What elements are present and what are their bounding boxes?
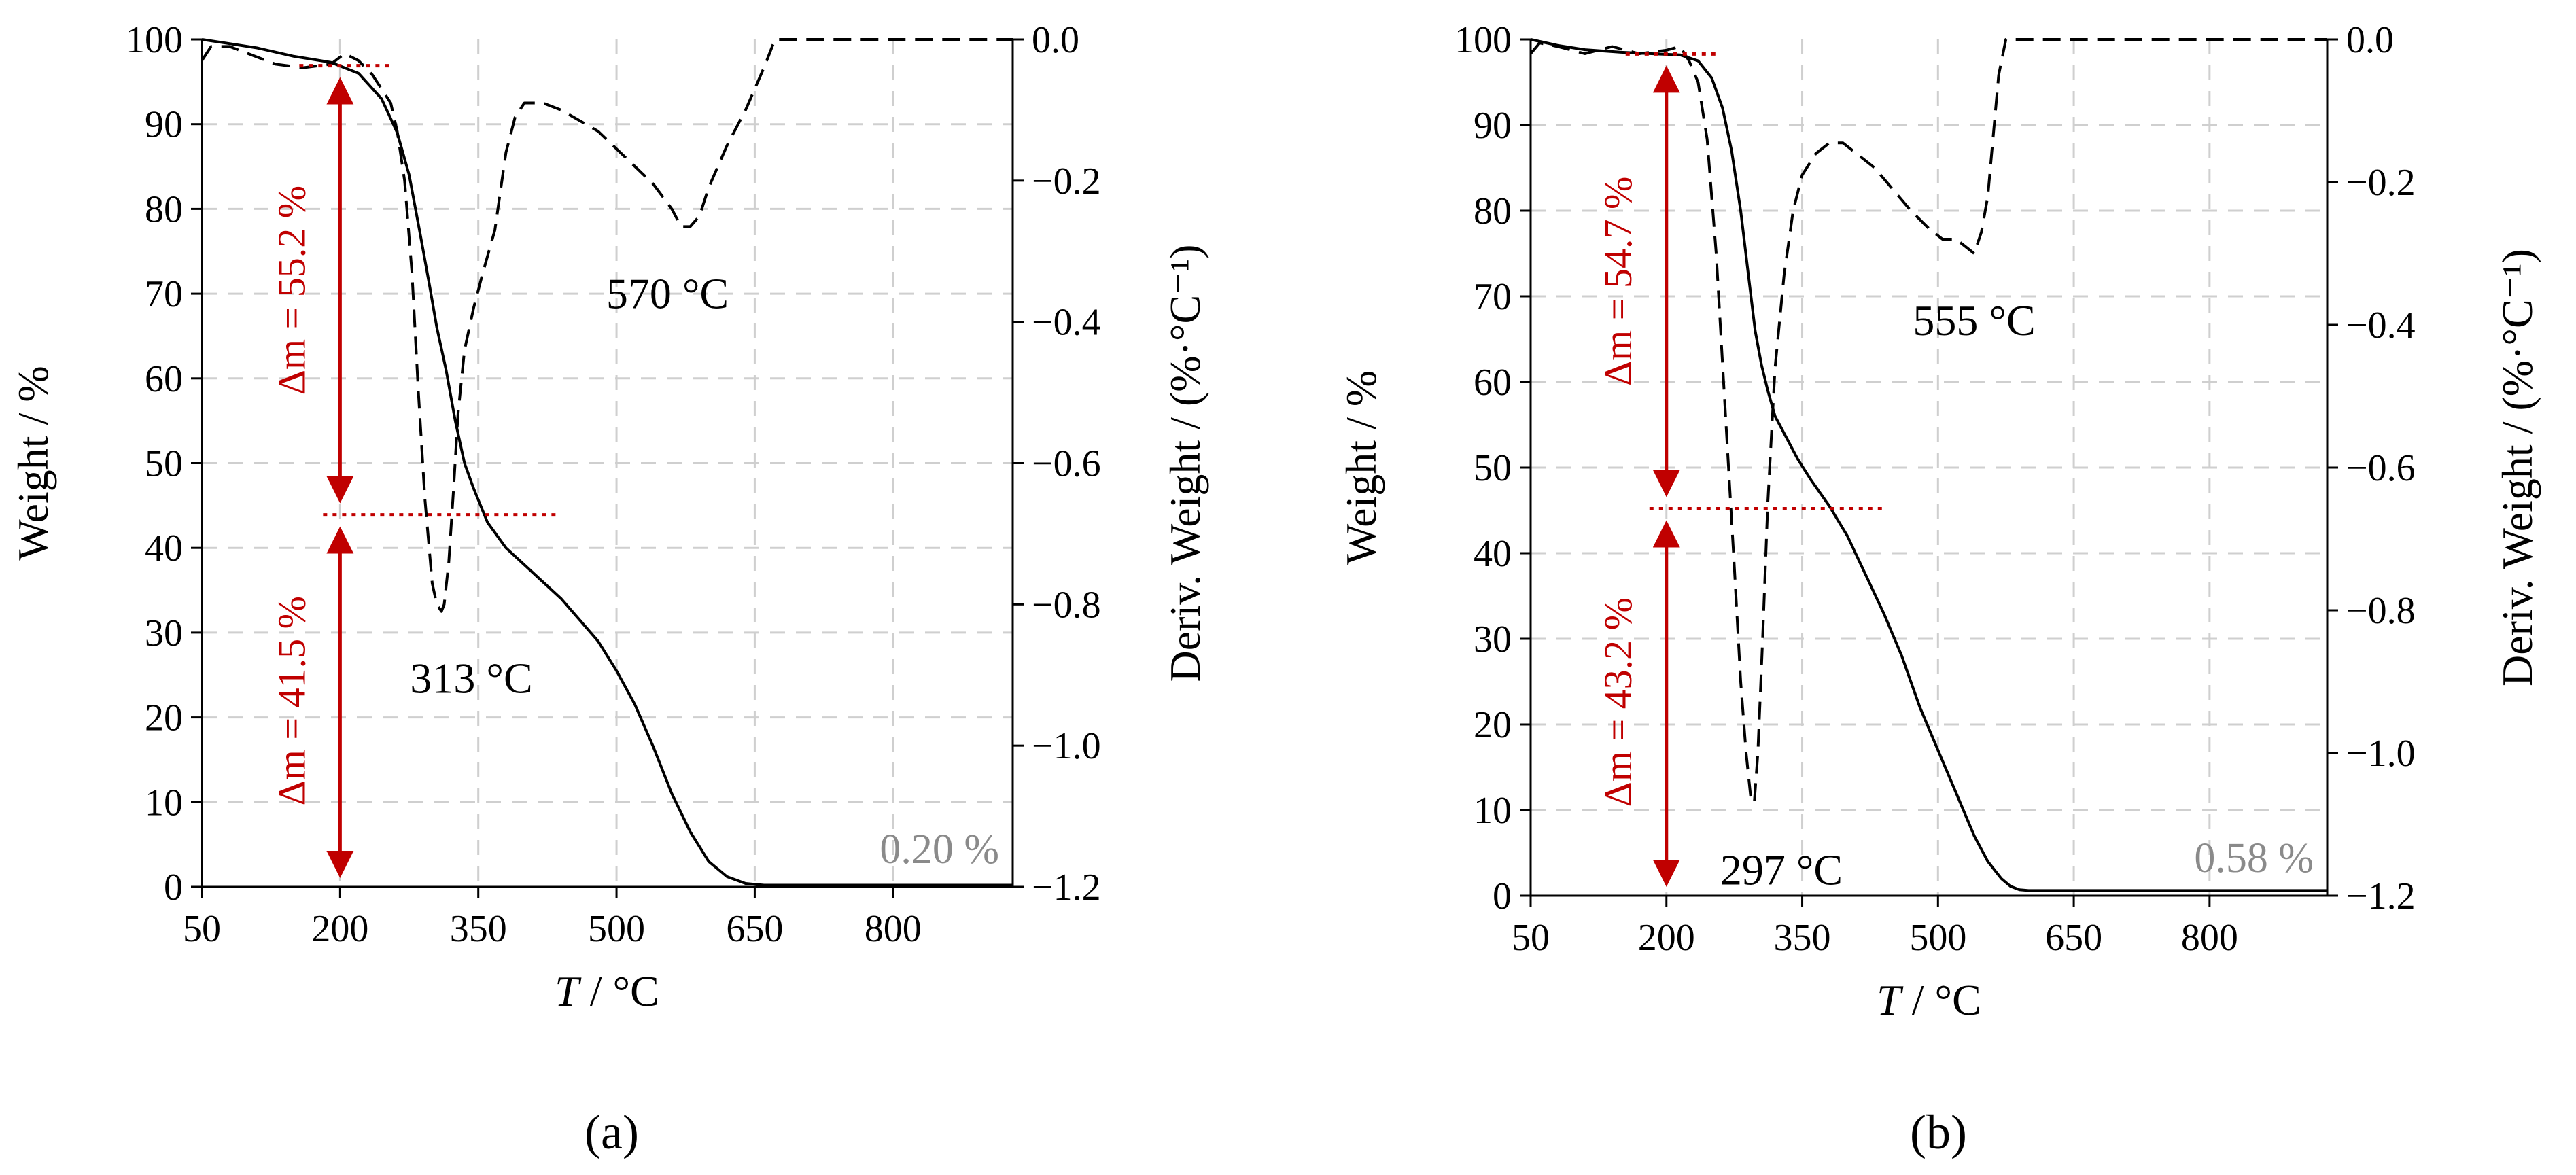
y-right-tick-label: −0.2: [2346, 162, 2416, 204]
y-left-tick-label: 70: [145, 273, 183, 315]
x-tick-label: 650: [2045, 917, 2102, 959]
y-left-tick-label: 50: [145, 443, 183, 485]
y-left-tick-label: 20: [1474, 704, 1512, 746]
y-right-tick-label: −0.4: [1032, 302, 1101, 344]
x-tick-label: 50: [1512, 917, 1550, 959]
x-tick-label: 500: [1909, 917, 1966, 959]
y-axis-label-right: Deriv. Weight / (%·°C⁻¹): [2493, 249, 2541, 686]
y-left-tick-label: 10: [145, 782, 183, 824]
y-right-tick-label: −1.0: [1032, 725, 1101, 767]
lower-mass-loss-label: Δm = 43.2 %: [1596, 597, 1640, 807]
panel-caption: (a): [585, 1105, 639, 1159]
x-axis-label-unit: / °C: [1901, 976, 1981, 1024]
y-right-tick-label: −0.8: [1032, 584, 1101, 626]
y-right-tick-label: −0.2: [1032, 160, 1101, 203]
y-left-tick-label: 60: [145, 358, 183, 400]
y-left-tick-label: 90: [145, 104, 183, 146]
y-right-tick-label: −1.0: [2346, 733, 2416, 775]
weight-series-line: [1530, 38, 2327, 892]
lower-mass-loss-label: Δm = 41.5 %: [269, 596, 313, 805]
panel-a-chart: 50 200 350 500 650 800 0 10 20 30 40 50 60 70 80 90 100 0…: [9, 19, 1209, 1159]
y-right-tick-label: 0.0: [2346, 19, 2394, 61]
first-peak-label: 313 °C: [410, 654, 532, 703]
residue-label: 0.20 %: [880, 826, 999, 873]
x-axis-label: T / °C: [555, 967, 659, 1015]
x-tick-label: 200: [311, 908, 368, 950]
y-left-tick-label: 60: [1474, 362, 1512, 404]
x-axis-label-variable: T: [555, 967, 582, 1015]
y-left-tick-label: 0: [1493, 875, 1512, 917]
deriv-weight-series-line: [1529, 38, 2327, 805]
y-left-tick-label: 50: [1474, 447, 1512, 489]
x-axis-label-unit: / °C: [579, 967, 659, 1015]
y-left-tick-label: 70: [1474, 276, 1512, 318]
x-tick-label: 800: [2181, 917, 2238, 959]
y-left-tick-label: 100: [126, 19, 183, 61]
x-tick-label: 50: [183, 908, 221, 950]
y-left-tick-label: 100: [1455, 19, 1512, 61]
second-peak-label: 555 °C: [1913, 296, 2035, 345]
y-left-tick-label: 30: [1474, 618, 1512, 661]
upper-mass-loss-label: Δm = 55.2 %: [269, 186, 313, 395]
y-right-tick-label: 0.0: [1032, 19, 1079, 61]
x-tick-label: 350: [1774, 917, 1831, 959]
x-tick-label: 200: [1638, 917, 1695, 959]
y-axis-label-left: Weight / %: [1337, 370, 1385, 565]
x-tick-label: 500: [588, 908, 645, 950]
y-left-tick-label: 20: [145, 697, 183, 739]
y-left-tick-label: 90: [1474, 105, 1512, 147]
y-right-tick-label: −0.8: [2346, 590, 2416, 632]
y-left-tick-label: 40: [145, 527, 183, 569]
y-left-tick-label: 10: [1474, 790, 1512, 832]
first-peak-label: 297 °C: [1720, 846, 1843, 894]
y-axis-label-right: Deriv. Weight / (%·°C⁻¹): [1161, 245, 1209, 682]
weight-series-line: [201, 38, 1013, 887]
x-tick-label: 650: [726, 908, 783, 950]
panel-b-chart: 50 200 350 500 650 800 0 10 20 30 40 50 60 70 80 90 100 0…: [1337, 19, 2541, 1159]
x-tick-label: 350: [450, 908, 507, 950]
x-axis-label-variable: T: [1877, 976, 1904, 1024]
y-left-tick-label: 30: [145, 612, 183, 654]
y-right-tick-label: −1.2: [2346, 875, 2416, 917]
x-axis-label: T / °C: [1877, 976, 1981, 1024]
panel-caption: (b): [1910, 1105, 1967, 1159]
y-right-tick-label: −0.6: [2346, 447, 2416, 489]
y-right-tick-label: −0.4: [2346, 304, 2416, 347]
second-peak-label: 570 °C: [606, 269, 729, 317]
y-right-tick-label: −0.6: [1032, 443, 1101, 485]
deriv-weight-series-line: [201, 38, 1013, 613]
y-right-tick-label: −1.2: [1032, 866, 1101, 909]
y-left-tick-label: 80: [145, 188, 183, 230]
y-axis-label-left: Weight / %: [9, 366, 57, 560]
y-left-tick-label: 80: [1474, 190, 1512, 232]
residue-label: 0.58 %: [2194, 835, 2314, 881]
upper-mass-loss-label: Δm = 54.7 %: [1596, 177, 1640, 386]
y-left-tick-label: 40: [1474, 533, 1512, 575]
x-tick-label: 800: [865, 908, 922, 950]
y-left-tick-label: 0: [164, 866, 183, 909]
